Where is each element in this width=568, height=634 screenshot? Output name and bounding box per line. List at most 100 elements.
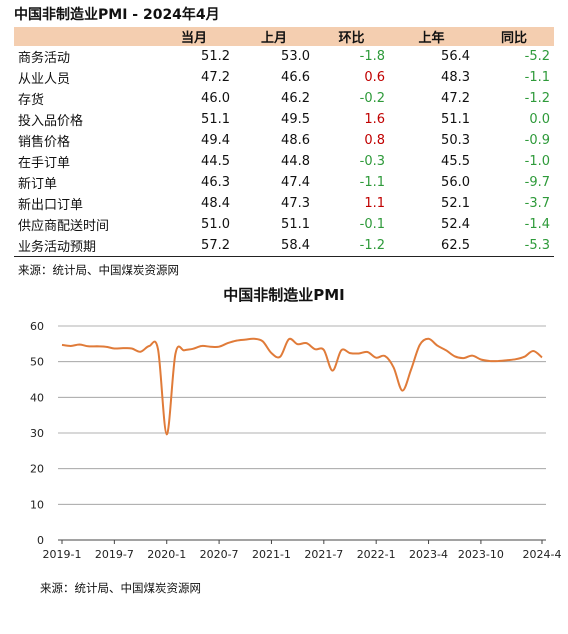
data-point xyxy=(506,359,508,361)
table-row: 在手订单 44.5 44.8 -0.3 45.5 -1.0 xyxy=(14,151,554,172)
y-tick-label: 20 xyxy=(30,463,44,476)
cell-cur: 47.2 xyxy=(201,70,230,85)
data-point xyxy=(541,356,543,358)
cell-prev: 46.6 xyxy=(281,70,310,85)
column-header-previous: 上月 xyxy=(260,31,287,46)
cell-mom: 1.6 xyxy=(364,112,385,127)
row-label: 商务活动 xyxy=(18,51,71,66)
pmi-line-chart: 0 10 20 30 40 50 60 2019-1 2019-7 2020-1 2020-7 202… xyxy=(30,320,562,561)
data-point xyxy=(113,348,115,350)
data-point xyxy=(367,351,369,353)
data-point xyxy=(454,355,456,357)
data-point xyxy=(428,338,430,340)
cell-yoy: -1.4 xyxy=(524,217,550,232)
cell-mom: -0.1 xyxy=(359,217,385,232)
data-point xyxy=(157,348,159,350)
column-header-mom: 环比 xyxy=(338,31,365,46)
data-point xyxy=(445,349,447,351)
data-point xyxy=(314,348,316,350)
data-point xyxy=(410,369,412,371)
cell-yoy: -5.3 xyxy=(474,235,554,257)
data-point xyxy=(393,366,395,368)
cell-prev: 53.0 xyxy=(281,49,310,64)
cell-mom: -1.2 xyxy=(314,235,389,257)
table-row: 新订单 46.3 47.4 -1.1 56.0 -9.7 xyxy=(14,172,554,193)
cell-lastyear: 62.5 xyxy=(389,235,474,257)
data-point xyxy=(148,345,150,347)
cell-cur: 49.4 xyxy=(201,133,230,148)
row-label: 存货 xyxy=(18,93,45,108)
cell-mom: -1.1 xyxy=(359,175,385,190)
data-point xyxy=(236,340,238,342)
row-label: 新出口订单 xyxy=(18,198,84,213)
cell-mom: 1.1 xyxy=(364,196,385,211)
column-header-current: 当月 xyxy=(180,31,207,46)
cell-cur: 51.1 xyxy=(201,112,230,127)
data-point xyxy=(489,360,491,362)
table-source-note: 来源：统计局、中国煤炭资源网 xyxy=(18,263,179,277)
data-point xyxy=(175,353,177,355)
cell-mom: -0.2 xyxy=(359,91,385,106)
data-point xyxy=(349,352,351,354)
y-tick-label: 10 xyxy=(30,498,44,511)
row-label: 投入品价格 xyxy=(18,114,84,129)
data-point xyxy=(253,338,255,340)
cell-lastyear: 56.0 xyxy=(441,175,470,190)
data-point xyxy=(61,344,63,346)
cell-mom: -0.3 xyxy=(359,154,385,169)
x-tick-label: 2023-4 xyxy=(409,548,448,561)
table-row: 商务活动 51.2 53.0 -1.8 56.4 -5.2 xyxy=(14,46,554,67)
data-point xyxy=(305,342,307,344)
data-point xyxy=(436,345,438,347)
data-point xyxy=(288,338,290,340)
column-header-name xyxy=(14,27,154,46)
cell-lastyear: 56.4 xyxy=(441,49,470,64)
cell-yoy: 0.0 xyxy=(529,112,550,127)
cell-prev: 44.8 xyxy=(281,154,310,169)
y-tick-label: 40 xyxy=(30,391,44,404)
row-label: 在手订单 xyxy=(18,156,71,171)
x-tick-label: 2024-4 xyxy=(523,548,562,561)
table-row: 投入品价格 51.1 49.5 1.6 51.1 0.0 xyxy=(14,109,554,130)
data-point xyxy=(140,351,142,353)
cell-prev: 46.2 xyxy=(281,91,310,106)
y-tick-label: 0 xyxy=(37,534,44,547)
data-point xyxy=(218,346,220,348)
data-point xyxy=(96,345,98,347)
pmi-table: 当月 上月 环比 上年 同比 商务活动 51.2 53.0 -1.8 56.4 -5.2 从… xyxy=(14,27,554,257)
row-label: 从业人员 xyxy=(18,72,71,87)
cell-prev: 49.5 xyxy=(281,112,310,127)
data-point xyxy=(375,357,377,359)
y-tick-label: 50 xyxy=(30,356,44,369)
cell-cur: 46.0 xyxy=(201,91,230,106)
cell-prev: 47.4 xyxy=(281,175,310,190)
cell-lastyear: 52.4 xyxy=(441,217,470,232)
cell-yoy: -5.2 xyxy=(524,49,550,64)
y-tick-label: 30 xyxy=(30,427,44,440)
cell-mom: 0.6 xyxy=(364,70,385,85)
data-point xyxy=(515,358,517,360)
data-point xyxy=(227,342,229,344)
x-tick-label: 2019-7 xyxy=(95,548,134,561)
chart-title: 中国非制造业PMI xyxy=(223,286,345,304)
data-point xyxy=(524,356,526,358)
table-row: 存货 46.0 46.2 -0.2 47.2 -1.2 xyxy=(14,88,554,109)
row-label: 供应商配送时间 xyxy=(18,219,110,234)
data-point xyxy=(271,352,273,354)
data-point xyxy=(262,340,264,342)
data-point xyxy=(244,339,246,341)
row-label: 销售价格 xyxy=(18,135,71,150)
data-point xyxy=(401,390,403,392)
data-point xyxy=(471,355,473,357)
data-point xyxy=(70,345,72,347)
x-tick-label: 2020-1 xyxy=(147,548,186,561)
row-label: 业务活动预期 xyxy=(14,235,154,257)
cell-cur: 44.5 xyxy=(201,154,230,169)
cell-lastyear: 52.1 xyxy=(441,196,470,211)
cell-cur: 51.0 xyxy=(201,217,230,232)
cell-prev: 51.1 xyxy=(281,217,310,232)
cell-cur: 46.3 xyxy=(201,175,230,190)
data-point xyxy=(79,344,81,346)
data-point xyxy=(323,349,325,351)
data-point xyxy=(183,349,185,351)
